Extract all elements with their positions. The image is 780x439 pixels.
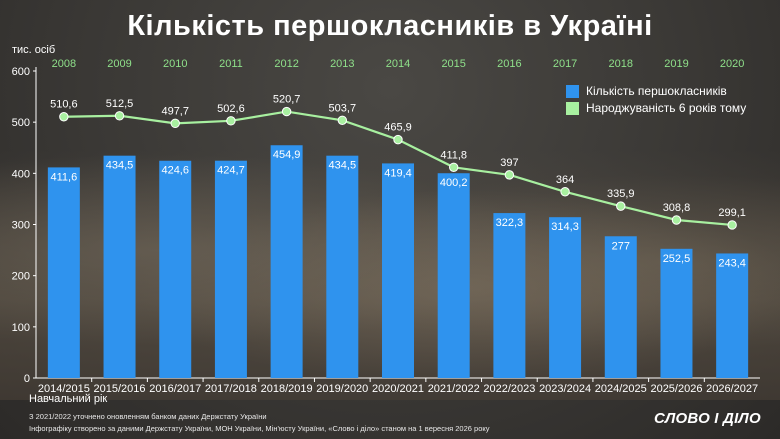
bar-value-label: 243,4 <box>718 257 746 269</box>
birth-rate-label: 512,5 <box>106 98 134 110</box>
legend-label-line: Народжуваність 6 років тому <box>586 101 747 115</box>
birth-year-label: 2010 <box>163 58 187 70</box>
x-tick-label: 2026/2027 <box>706 383 758 395</box>
bar-2024/2025 <box>604 236 637 378</box>
birth-rate-point <box>59 112 69 122</box>
x-tick-label: 2016/2017 <box>149 383 201 395</box>
bar-2017/2018 <box>214 160 247 378</box>
bar-2020/2021 <box>382 163 414 378</box>
birth-year-label: 2014 <box>386 58 410 70</box>
birth-year-label: 2008 <box>52 58 76 70</box>
bar-value-label: 411,6 <box>50 171 77 183</box>
birth-year-label: 2017 <box>553 58 577 70</box>
x-tick-label: 2014/2015 <box>38 383 90 395</box>
birth-rate-label: 520,7 <box>273 94 301 106</box>
birth-year-label: 2019 <box>664 58 688 70</box>
birth-rate-point <box>560 187 570 197</box>
footnote-update: З 2021/2022 уточнено оновленням банком д… <box>29 412 267 421</box>
birth-rate-label: 397 <box>500 157 518 169</box>
birth-rate-point <box>170 118 180 129</box>
birth-rate-label: 502,6 <box>217 103 245 115</box>
bar-2022/2023 <box>493 213 526 378</box>
birth-rate-label: 308,8 <box>663 202 691 214</box>
legend-swatch-line <box>566 101 579 115</box>
x-tick-label: 2018/2019 <box>261 383 313 395</box>
birth-rate-label: 465,9 <box>384 122 412 134</box>
birth-rate-point <box>393 134 403 145</box>
footnote-source: Інфографіку створено за даними Держстату… <box>29 424 490 433</box>
birth-rate-label: 364 <box>556 174 574 186</box>
birth-rate-point <box>337 115 348 125</box>
birth-rate-point <box>226 116 236 126</box>
birth-rate-label: 503,7 <box>329 102 357 114</box>
legend-item-line: Народжуваність 6 років тому <box>566 101 746 115</box>
x-tick-label: 2019/2020 <box>316 383 368 395</box>
brand-logo: СЛОВО І ДІЛО <box>654 410 761 427</box>
birth-rate-label: 335,9 <box>607 188 635 200</box>
birth-year-label: 2012 <box>274 58 298 70</box>
birth-rate-point <box>727 220 737 230</box>
bar-2015/2016 <box>103 155 136 378</box>
x-axis-title: Навчальний рік <box>29 393 108 405</box>
bar-2019/2020 <box>326 155 359 378</box>
birth-year-label: 2013 <box>330 58 354 70</box>
legend-swatch-bars <box>566 84 579 98</box>
x-tick-label: 2015/2016 <box>94 383 146 395</box>
x-tick-label: 2021/2022 <box>428 383 480 395</box>
bar-2018/2019 <box>270 145 303 378</box>
bar-value-label: 277 <box>612 240 630 252</box>
bar-value-label: 314,3 <box>551 221 579 233</box>
birth-rate-point <box>448 162 459 172</box>
y-tick-label: 100 <box>12 322 30 334</box>
bar-2025/2026 <box>660 248 693 378</box>
y-tick-label: 600 <box>12 66 30 78</box>
birth-rate-point <box>504 170 515 180</box>
x-tick-label: 2020/2021 <box>372 383 424 395</box>
x-tick-label: 2025/2026 <box>650 383 702 395</box>
y-tick-label: 200 <box>12 271 30 283</box>
bar-value-label: 424,6 <box>161 165 189 177</box>
legend-item-bars: Кількість першокласників <box>566 84 727 98</box>
birth-year-label: 2018 <box>609 58 633 70</box>
x-tick-label: 2024/2025 <box>595 383 647 395</box>
bar-value-label: 454,9 <box>273 149 301 161</box>
bar-value-label: 424,7 <box>217 165 245 177</box>
birth-rate-label: 497,7 <box>161 105 189 117</box>
x-tick-label: 2017/2018 <box>205 383 257 395</box>
bar-2023/2024 <box>549 217 582 378</box>
bar-value-label: 322,3 <box>496 217 524 229</box>
birth-rate-point <box>671 215 682 225</box>
y-tick-label: 0 <box>24 373 30 385</box>
bar-value-label: 252,5 <box>663 253 691 265</box>
y-axis-unit: тис. осіб <box>12 44 56 56</box>
legend-label-bars: Кількість першокласників <box>586 84 727 98</box>
bar-value-label: 400,2 <box>440 177 468 189</box>
birth-year-label: 2015 <box>441 58 465 70</box>
birth-year-label: 2011 <box>219 58 243 70</box>
bar-value-label: 434,5 <box>329 160 357 172</box>
birth-rate-point <box>114 111 125 121</box>
bar-2014/2015 <box>47 167 80 378</box>
bar-2021/2022 <box>437 173 470 378</box>
chart-title: Кількість першокласників в Україні <box>127 10 653 42</box>
y-tick-label: 400 <box>12 168 30 180</box>
x-tick-label: 2023/2024 <box>539 383 591 395</box>
birth-rate-point <box>616 201 626 211</box>
birth-rate-point <box>281 106 292 117</box>
bar-value-label: 434,5 <box>106 160 134 172</box>
birth-rate-label: 299,1 <box>718 207 746 219</box>
bar-value-label: 419,4 <box>384 167 412 179</box>
birth-rate-label: 411,8 <box>440 149 467 161</box>
bar-2026/2027 <box>716 253 749 378</box>
birth-rate-label: 510,6 <box>50 99 78 111</box>
birth-year-label: 2009 <box>107 58 131 70</box>
bar-2016/2017 <box>159 160 192 378</box>
birth-year-label: 2016 <box>497 58 521 70</box>
y-tick-label: 500 <box>12 117 30 129</box>
x-tick-label: 2022/2023 <box>483 383 535 395</box>
birth-year-label: 2020 <box>720 58 744 70</box>
y-tick-label: 300 <box>12 220 30 232</box>
